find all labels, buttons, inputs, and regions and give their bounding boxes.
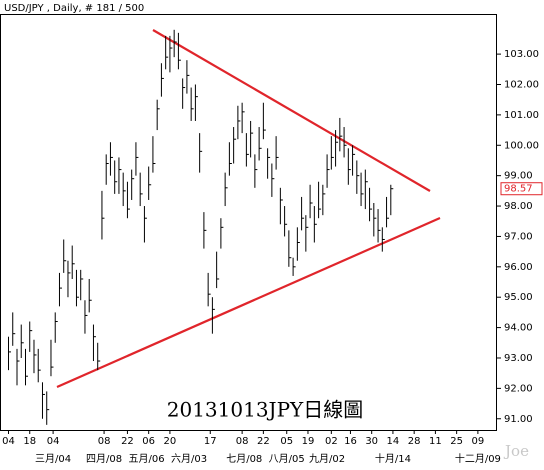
x-tick-label: 06	[142, 436, 155, 447]
trendline	[56, 216, 441, 389]
month-label: 十月/14	[375, 452, 411, 465]
trendline	[152, 29, 431, 192]
y-tick-label: 91.00	[504, 414, 533, 425]
month-label: 七月/08	[226, 453, 262, 465]
y-tick-label: 100.00	[504, 140, 539, 151]
annotation: 20131013JPY日線圖	[167, 398, 363, 422]
y-tick-label: 97.00	[504, 231, 533, 242]
x-tick-label: 17	[204, 436, 217, 447]
x-tick-label: 22	[121, 436, 134, 447]
y-tick-label: 98.00	[504, 201, 533, 212]
plot-frame	[0, 14, 497, 431]
x-tick-label: 19	[302, 436, 315, 447]
x-tick-label: 02	[325, 436, 338, 447]
last-price-box	[500, 182, 543, 196]
y-tick-label: 94.00	[504, 323, 533, 334]
x-tick-label: 08	[98, 436, 111, 447]
month-label: 五月/06	[129, 453, 165, 465]
x-tick-label: 11	[429, 436, 442, 447]
y-tick-label: 103.00	[504, 49, 539, 60]
x-tick-label: 14	[387, 436, 400, 447]
x-tick-label: 22	[257, 436, 270, 447]
x-tick-label: 04	[2, 436, 15, 447]
x-tick-label: 30	[365, 436, 378, 447]
chart-title: USD/JPY , Daily, # 181 / 500	[4, 3, 144, 14]
x-tick-label: 04	[47, 436, 60, 447]
month-label: 六月/03	[171, 453, 207, 465]
y-tick-label: 93.00	[504, 353, 533, 364]
month-label: 九月/02	[309, 453, 345, 465]
x-tick-label: 16	[344, 436, 357, 447]
last-price-label: 98.57	[504, 184, 533, 195]
y-tick-label: 95.00	[504, 292, 533, 303]
x-tick-label: 20	[164, 436, 177, 447]
x-tick-label: 18	[23, 436, 36, 447]
month-label: 十二月/09	[455, 452, 501, 465]
y-tick-label: 101.00	[504, 110, 539, 121]
x-tick-label: 08	[236, 436, 249, 447]
x-tick-label: 05	[280, 436, 293, 447]
month-label: 三月/04	[35, 453, 71, 465]
y-tick-label: 99.00	[504, 171, 533, 182]
x-tick-label: 25	[450, 436, 463, 447]
y-tick-label: 92.00	[504, 383, 533, 394]
y-tick-label: 102.00	[504, 79, 539, 90]
x-tick-label: 09	[472, 436, 485, 447]
month-label: 八月/05	[269, 453, 305, 465]
x-tick-label: 28	[408, 436, 421, 447]
month-label: 四月/08	[86, 453, 122, 465]
watermark: Joe	[503, 442, 529, 460]
y-tick-label: 96.00	[504, 262, 533, 273]
